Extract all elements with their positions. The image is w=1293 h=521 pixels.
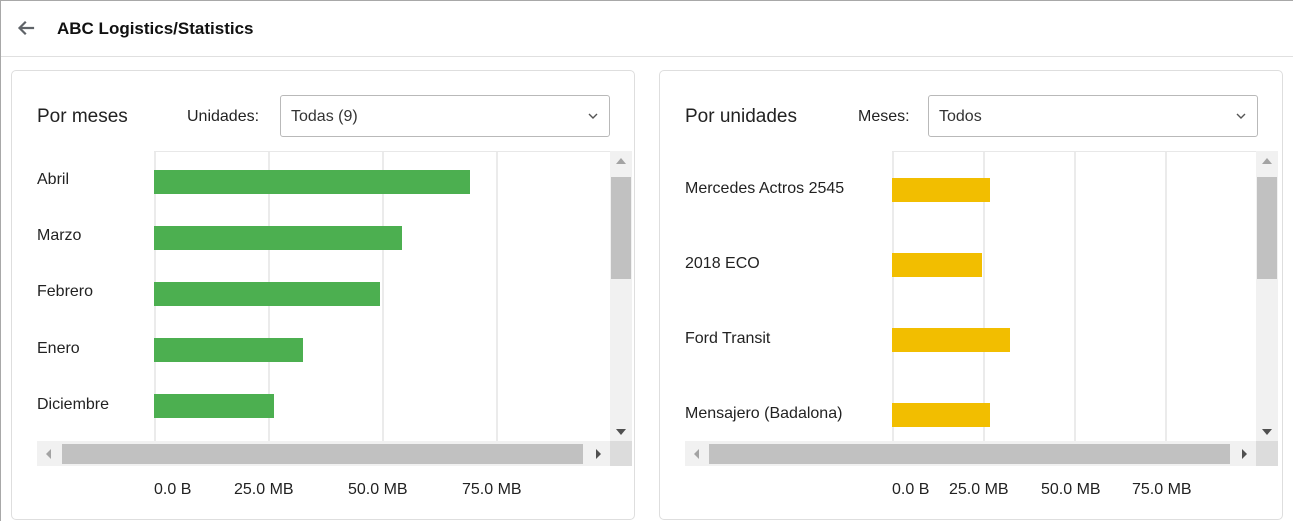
- bar[interactable]: [892, 403, 990, 427]
- back-button[interactable]: [15, 17, 37, 39]
- category-label: Marzo: [37, 227, 82, 244]
- scrollbar-corner: [1256, 441, 1278, 466]
- page-title: ABC Logistics/Statistics: [57, 19, 254, 38]
- category-label: Ford Transit: [685, 330, 771, 347]
- category-label: Enero: [37, 340, 80, 357]
- gridline: [892, 152, 894, 441]
- category-label: Mercedes Actros 2545: [685, 180, 845, 197]
- scroll-thumb[interactable]: [709, 444, 1230, 464]
- months-filter-label: Meses:: [858, 108, 910, 125]
- x-tick: 0.0 B: [154, 481, 192, 498]
- horizontal-scrollbar[interactable]: [37, 441, 610, 466]
- gridline: [983, 152, 985, 441]
- gridline: [382, 152, 384, 441]
- vertical-scrollbar[interactable]: [1256, 151, 1278, 442]
- chevron-down-icon: [1236, 113, 1246, 119]
- months-select[interactable]: Todos: [928, 95, 1258, 137]
- category-label: Diciembre: [37, 396, 110, 413]
- horizontal-scrollbar[interactable]: [685, 441, 1256, 466]
- scroll-right-button[interactable]: [1232, 441, 1256, 466]
- scroll-down-button[interactable]: [1256, 424, 1278, 442]
- category-label: Abril: [37, 171, 70, 188]
- bar[interactable]: [154, 226, 402, 250]
- x-tick: 50.0 MB: [348, 481, 408, 498]
- x-tick: 50.0 MB: [1041, 481, 1101, 498]
- by-unit-card: Por unidades Meses: Todos Mercedes Actro…: [659, 70, 1283, 520]
- bar[interactable]: [892, 328, 1010, 352]
- category-label: 2018 ECO: [685, 255, 760, 272]
- scroll-right-button[interactable]: [586, 441, 610, 466]
- x-tick: 75.0 MB: [462, 481, 522, 498]
- app-header: ABC Logistics/Statistics: [1, 1, 1293, 57]
- bar[interactable]: [154, 282, 380, 306]
- scroll-thumb[interactable]: [1257, 177, 1277, 279]
- gridline: [1074, 152, 1076, 441]
- bar[interactable]: [154, 170, 470, 194]
- bar[interactable]: [154, 338, 303, 362]
- scroll-down-button[interactable]: [610, 424, 632, 442]
- bar[interactable]: [892, 253, 982, 277]
- units-filter-label: Unidades:: [187, 108, 260, 125]
- scroll-up-button[interactable]: [610, 151, 632, 169]
- x-tick: 25.0 MB: [234, 481, 294, 498]
- scroll-thumb[interactable]: [611, 177, 631, 279]
- arrow-left-icon: [17, 20, 35, 36]
- bar[interactable]: [892, 178, 990, 202]
- months-select-value: Todos: [939, 108, 982, 125]
- chevron-down-icon: [588, 113, 598, 119]
- scroll-up-button[interactable]: [1256, 151, 1278, 169]
- category-label: Mensajero (Badalona): [685, 405, 843, 422]
- bar[interactable]: [154, 394, 274, 418]
- units-select[interactable]: Todas (9): [280, 95, 610, 137]
- x-tick: 25.0 MB: [949, 481, 1009, 498]
- card-title: Por unidades: [685, 106, 797, 127]
- card-title: Por meses: [37, 106, 128, 127]
- gridline: [496, 152, 498, 441]
- scroll-left-button[interactable]: [37, 441, 61, 466]
- scroll-left-button[interactable]: [685, 441, 709, 466]
- by-month-card: Por meses Unidades: Todas (9) Abril Marz…: [11, 70, 635, 520]
- by-unit-plot-area: [892, 151, 1256, 441]
- scroll-thumb[interactable]: [62, 444, 583, 464]
- vertical-scrollbar[interactable]: [610, 151, 632, 442]
- by-month-plot-area: [154, 151, 611, 441]
- scrollbar-corner: [610, 441, 632, 466]
- gridline: [1165, 152, 1167, 441]
- x-tick: 0.0 B: [892, 481, 930, 498]
- units-select-value: Todas (9): [291, 108, 358, 125]
- x-tick: 75.0 MB: [1132, 481, 1192, 498]
- category-label: Febrero: [37, 283, 94, 300]
